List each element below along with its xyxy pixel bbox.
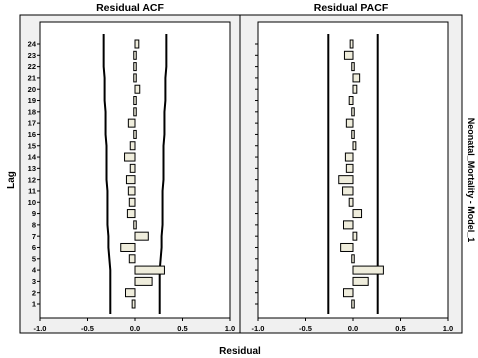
acf-bar-lag-3: [352, 276, 369, 286]
acf-bar-lag-1: [131, 299, 136, 309]
acf-bar-lag-11: [127, 186, 136, 196]
acf-bar-lag-17: [127, 118, 136, 128]
lag-tick-label: 13: [28, 164, 36, 173]
x-tick-label: -1.0: [34, 324, 47, 333]
acf-bar-lag-8: [133, 220, 137, 230]
acf-bar-lag-7: [352, 231, 358, 241]
acf-bar-lag-15: [129, 141, 136, 151]
lag-tick-label: 7: [32, 232, 36, 241]
acf-bar-lag-6: [340, 242, 354, 252]
acf-bar-lag-24: [134, 39, 140, 49]
lag-tick-label: 8: [32, 220, 36, 229]
x-tick-label: 0.0: [348, 324, 358, 333]
acf-bar-lag-5: [128, 254, 136, 264]
acf-bar-lag-24: [349, 39, 354, 49]
acf-bar-lag-19: [133, 96, 137, 106]
lag-tick-label: 16: [28, 130, 36, 139]
acf-bar-lag-1: [351, 299, 355, 309]
x-tick-label: 0.5: [177, 324, 187, 333]
x-axis-label: Residual: [219, 346, 261, 357]
chart-title: Residual ACF: [96, 2, 164, 14]
lag-tick-label: 5: [32, 254, 36, 263]
acf-bar-lag-2: [125, 288, 136, 298]
acf-bar-lag-11: [342, 186, 354, 196]
lower-confidence-limit: [102, 34, 112, 314]
acf-bar-lag-4: [134, 265, 165, 275]
lag-tick-label: 3: [32, 277, 36, 286]
model-side-label: Neonatal_Mortality - Model_1: [466, 118, 476, 243]
acf-bar-lag-18: [351, 107, 355, 117]
x-tick-label: 1.0: [443, 324, 453, 333]
x-tick-label: -0.5: [81, 324, 94, 333]
lag-tick-label: 24: [28, 40, 37, 49]
acf-bar-lag-23: [133, 50, 137, 60]
acf-bar-lag-5: [351, 254, 355, 264]
lag-tick-label: 20: [28, 85, 36, 94]
acf-bar-lag-14: [344, 152, 354, 162]
lag-tick-label: 19: [28, 96, 36, 105]
acf-bar-lag-16: [133, 129, 137, 139]
lag-tick-label: 12: [28, 175, 36, 184]
acf-bar-lag-21: [352, 73, 361, 83]
lag-tick-label: 23: [28, 51, 36, 60]
lag-tick-label: 10: [28, 198, 36, 207]
acf-bar-lag-6: [120, 242, 136, 252]
lag-tick-label: 1: [32, 300, 36, 309]
acf-bar-lag-10: [128, 197, 136, 207]
acf-bar-lag-7: [134, 231, 149, 241]
acf-bar-lag-9: [126, 209, 136, 219]
acf-bar-lag-4: [352, 265, 384, 275]
acf-bar-lag-16: [351, 129, 355, 139]
acf-bar-lag-20: [352, 84, 358, 94]
x-tick-label: 0.0: [130, 324, 140, 333]
acf-bar-lag-22: [133, 62, 137, 72]
lag-tick-label: 15: [28, 141, 36, 150]
residual-acf-panel: Residual ACF-1.0 -0.5 0.0 0.5 1.012345678910…: [19, 2, 241, 334]
acf-bar-lag-8: [343, 220, 354, 230]
residual-pacf-panel: Residual PACF -1.0 -0.5 0.0 0.5 1.0: [239, 2, 463, 334]
lag-tick-label: 14: [28, 153, 37, 162]
acf-bar-lag-22: [351, 62, 355, 72]
acf-bar-lag-13: [129, 163, 136, 173]
acf-bar-lag-17: [345, 118, 354, 128]
x-tick-label: 0.5: [395, 324, 405, 333]
y-axis-label: Lag: [6, 171, 17, 189]
lag-tick-label: 2: [32, 288, 36, 297]
lag-tick-label: 11: [28, 187, 36, 196]
lag-tick-label: 21: [28, 74, 36, 83]
acf-bar-lag-21: [133, 73, 137, 83]
acf-bar-lag-2: [343, 288, 354, 298]
acf-bar-lag-10: [348, 197, 354, 207]
lag-tick-label: 6: [32, 243, 36, 252]
acf-bar-lag-12: [125, 175, 136, 185]
acf-bar-lag-9: [352, 209, 363, 219]
lag-tick-label: 22: [28, 62, 36, 71]
lag-tick-label: 18: [28, 107, 36, 116]
x-tick-label: -1.0: [252, 324, 265, 333]
acf-bar-lag-14: [124, 152, 136, 162]
acf-bar-lag-12: [338, 175, 354, 185]
x-tick-label: -0.5: [299, 324, 312, 333]
lag-tick-label: 9: [32, 209, 36, 218]
lag-tick-label: 17: [28, 119, 36, 128]
lag-tick-label: 4: [32, 266, 37, 275]
acf-bar-lag-3: [134, 276, 153, 286]
x-tick-label: 1.0: [225, 324, 235, 333]
chart-title: Residual PACF: [314, 2, 389, 14]
acf-bar-lag-18: [133, 107, 137, 117]
acf-bar-lag-15: [352, 141, 357, 151]
acf-bar-lag-23: [343, 50, 354, 60]
acf-bar-lag-13: [345, 163, 354, 173]
acf-bar-lag-20: [134, 84, 141, 94]
acf-bar-lag-19: [348, 96, 354, 106]
